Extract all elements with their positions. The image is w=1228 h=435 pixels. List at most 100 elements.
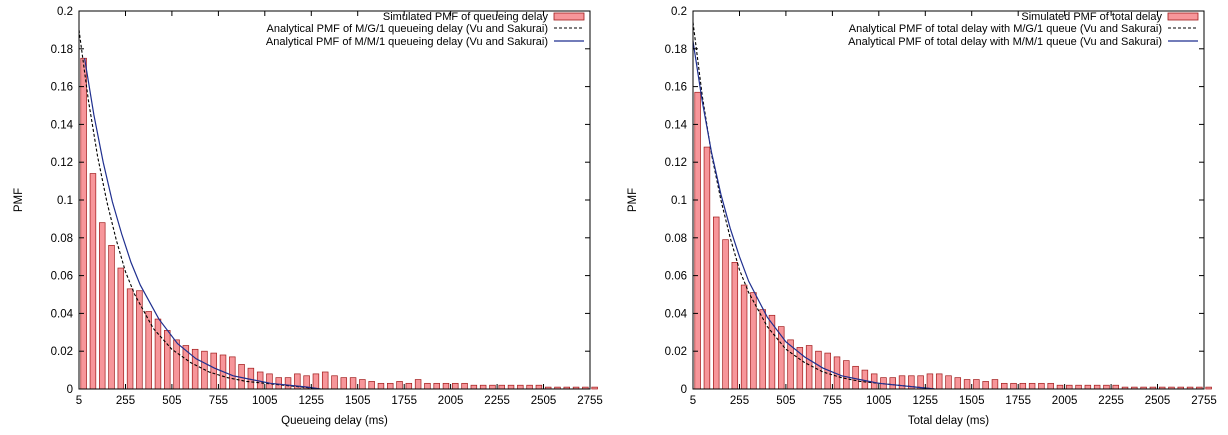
y-tick-label: 0.08 (51, 233, 73, 245)
x-tick-label: 1755 (391, 395, 417, 407)
x-tick-label: 1505 (959, 395, 985, 407)
pmf-bar (145, 311, 152, 390)
y-tick-label: 0.06 (51, 271, 73, 283)
y-tick-label: 0 (681, 384, 687, 396)
pmf-bar (498, 384, 505, 390)
legend-label-mm1: Analytical PMF of M/M/1 queueing delay (… (266, 36, 548, 48)
y-tick-label: 0.16 (665, 82, 687, 94)
pmf-bar (164, 330, 171, 390)
legend-swatch-simulated (553, 12, 585, 21)
y-tick-label: 0.14 (51, 119, 74, 131)
x-tick-label: 1005 (252, 395, 278, 407)
pmf-bar (387, 382, 394, 390)
y-tick-label: 0.04 (665, 308, 688, 320)
pmf-bar (154, 318, 162, 390)
y-tick-label: 0.1 (57, 195, 73, 207)
x-tick-label: 1005 (866, 395, 892, 407)
pmf-bar (377, 382, 385, 390)
pmf-bar (321, 371, 329, 390)
pmf-bar (889, 377, 896, 390)
legend-label-mg1: Analytical PMF of M/G/1 queueing delay (… (267, 23, 548, 35)
x-tick-label: 2255 (484, 395, 510, 407)
pmf-bar (722, 239, 729, 390)
pmf-bar (368, 381, 375, 390)
y-tick-label: 0.04 (51, 308, 74, 320)
y-tick-label: 0.1 (671, 195, 687, 207)
pmf-bar (898, 375, 906, 390)
y-tick-label: 0.14 (665, 119, 688, 131)
y-tick-label: 0.12 (51, 157, 73, 169)
pmf-bar (507, 384, 515, 390)
pmf-bar (433, 382, 440, 390)
pmf-bar (173, 339, 180, 390)
mg1-analytical-line (692, 22, 935, 390)
pmf-bar (117, 267, 125, 390)
x-tick-label: 255 (730, 395, 749, 407)
pmf-bar (461, 382, 468, 390)
pmf-bar (591, 386, 598, 390)
y-tick-label: 0.2 (57, 6, 73, 18)
pmf-bar (349, 377, 357, 390)
pmf-bar (424, 382, 431, 390)
x-tick-label: 2755 (577, 395, 603, 407)
pmf-bar (945, 375, 952, 390)
pmf-bar (1019, 382, 1027, 390)
mg1-analytical-line (78, 29, 321, 390)
x-tick-label: 255 (116, 395, 135, 407)
pmf-bar (396, 381, 403, 390)
pmf-bar (340, 377, 348, 390)
pmf-bar (731, 262, 739, 390)
y-tick-label: 0.02 (51, 346, 73, 358)
pmf-bar (1112, 384, 1119, 390)
pmf-bar (694, 91, 701, 390)
pmf-bar (703, 146, 711, 390)
x-tick-label: 2505 (531, 395, 557, 407)
x-tick-label: 755 (823, 395, 842, 407)
pmf-bar (926, 373, 934, 390)
legend-swatch-simulated (1167, 12, 1199, 21)
x-tick-label: 2005 (1052, 395, 1078, 407)
pmf-bar (759, 309, 766, 390)
pmf-bar (805, 345, 813, 390)
y-tick-label: 0.02 (665, 346, 687, 358)
pmf-bar (470, 384, 478, 390)
pmf-bar (452, 382, 459, 390)
y-axis-label: PMF (627, 188, 639, 212)
pmf-bar (750, 292, 757, 390)
pmf-bar (359, 379, 366, 390)
legend-label-mg1: Analytical PMF of total delay with M/G/1… (849, 23, 1162, 35)
y-tick-label: 0 (67, 384, 73, 396)
pmf-bar (405, 382, 413, 390)
pmf-bar (1205, 386, 1212, 390)
x-tick-label: 505 (776, 395, 795, 407)
pmf-bar (489, 384, 496, 390)
pmf-bar (108, 245, 115, 390)
queueing-delay-plot: 0 0.02 0.04 0.06 0.08 0.1 0.12 0.14 0.16 0.18 0.2 5… (13, 6, 603, 427)
pmf-bar (275, 377, 282, 390)
y-tick-label: 0.2 (671, 6, 687, 18)
pmf-bar (1103, 384, 1110, 390)
pmf-bar (1038, 382, 1045, 390)
pmf-bar (991, 379, 999, 390)
y-axis-label: PMF (13, 188, 25, 212)
queueing-delay-chart: 0 0.02 0.04 0.06 0.08 0.1 0.12 0.14 0.16 0.18 0.2 5… (0, 0, 614, 430)
pmf-bar (963, 379, 971, 390)
pmf-bar (973, 379, 980, 390)
pmf-bar (312, 373, 320, 390)
mm1-analytical-line (84, 58, 321, 390)
legend-label-simulated: Simulated PMF of queueing delay (383, 11, 549, 23)
pmf-bar (89, 173, 97, 390)
pmf-bar (1056, 384, 1064, 390)
pmf-bar (98, 222, 106, 390)
pmf-bar (954, 377, 962, 390)
x-tick-label: 1505 (345, 395, 371, 407)
pmf-bar (982, 381, 989, 390)
pmf-bar (414, 379, 422, 390)
x-tick-label: 2505 (1145, 395, 1171, 407)
x-tick-label: 1755 (1005, 395, 1031, 407)
total-delay-chart: 0 0.02 0.04 0.06 0.08 0.1 0.12 0.14 0.16 0.18 0.2 5… (614, 0, 1228, 430)
x-tick-label: 505 (162, 395, 181, 407)
pmf-bar (266, 373, 273, 390)
y-tick-label: 0.18 (51, 44, 73, 56)
pmf-bar (331, 375, 338, 390)
